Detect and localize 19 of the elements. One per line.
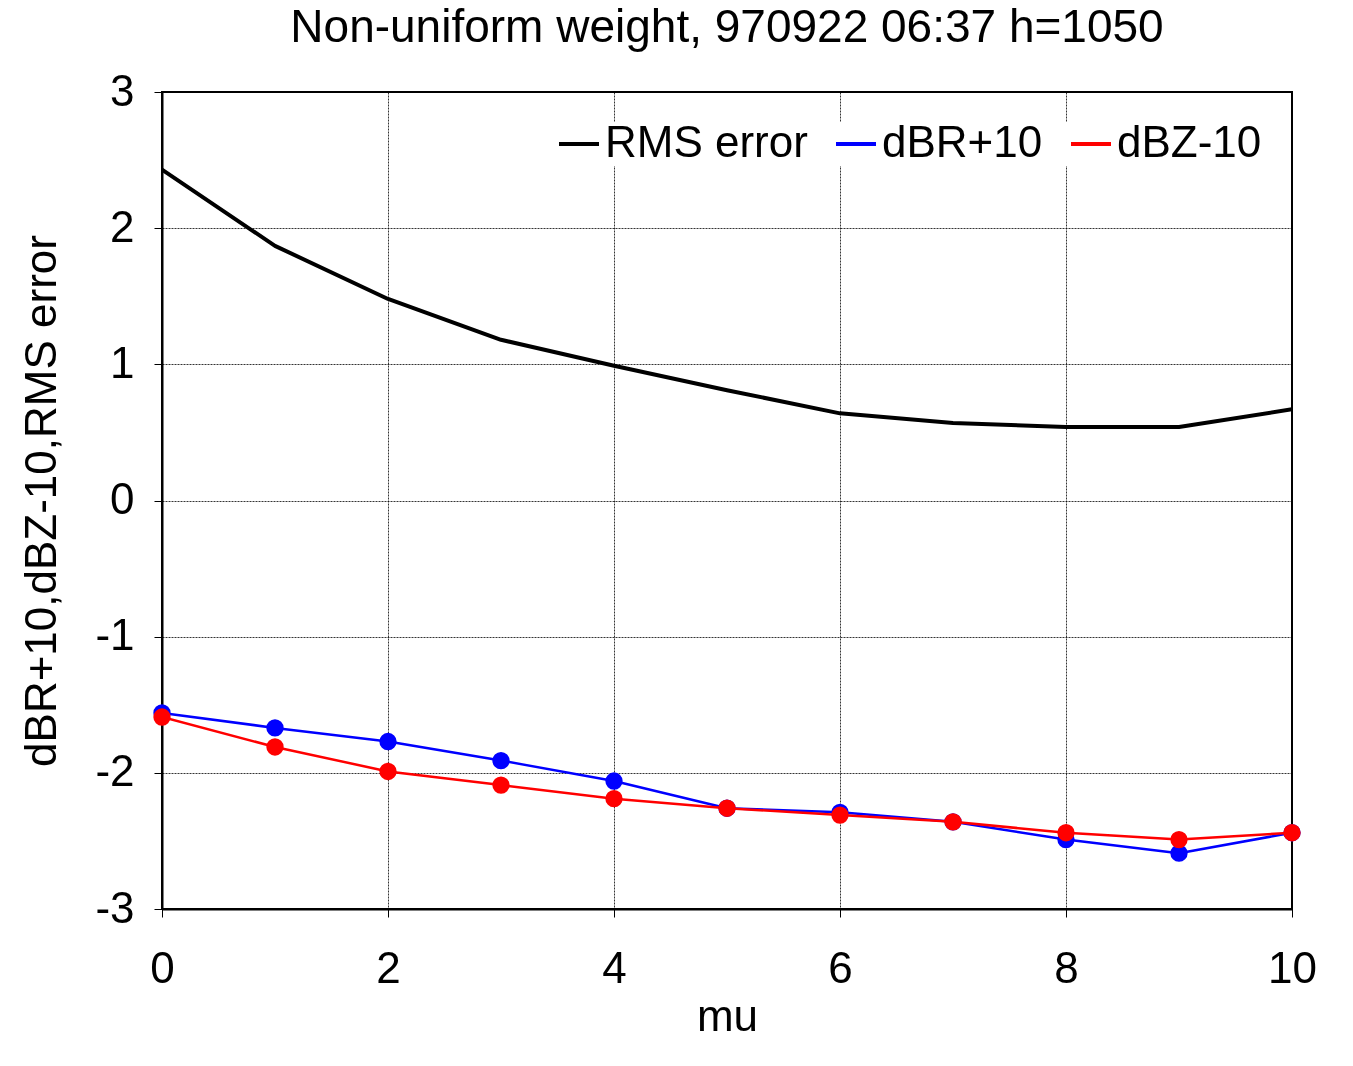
legend-label: dBZ-10: [1117, 117, 1262, 166]
legend-label: dBR+10: [882, 117, 1043, 166]
x-tick-label: 4: [602, 942, 627, 992]
legend-label: RMS error: [605, 117, 808, 166]
x-tick-label: 2: [376, 942, 401, 992]
y-tick-label: -2: [95, 746, 135, 796]
y-axis-title: dBR+10,dBZ-10,RMS error: [16, 235, 66, 767]
chart-title: Non-uniform weight, 970922 06:37 h=1050: [290, 0, 1164, 52]
y-tick-label: 2: [110, 201, 135, 251]
y-tick-label: 1: [110, 337, 135, 387]
y-tick-label: -1: [95, 610, 135, 660]
x-tick-label: 0: [150, 942, 175, 992]
x-tick-label: 8: [1054, 942, 1079, 992]
x-tick-label: 10: [1268, 942, 1317, 992]
y-tick-label: 3: [110, 65, 135, 115]
x-tick-label: 6: [828, 942, 853, 992]
x-axis-title: mu: [696, 990, 759, 1040]
y-tick-label: 0: [110, 474, 135, 523]
y-tick-label: -3: [95, 882, 135, 932]
